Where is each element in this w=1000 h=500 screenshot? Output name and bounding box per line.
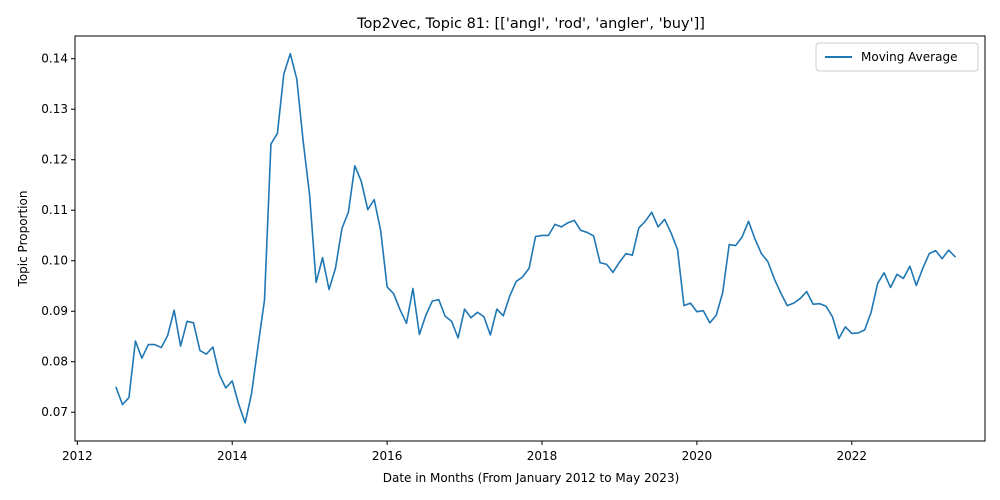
y-tick-label: 0.13: [41, 102, 68, 116]
x-tick-label: 2014: [217, 449, 248, 463]
legend: Moving Average: [815, 42, 979, 72]
y-tick-label: 0.10: [41, 254, 68, 268]
x-tick-label: 2022: [837, 449, 868, 463]
y-tick-label: 0.12: [41, 153, 68, 167]
y-tick-label: 0.08: [41, 355, 68, 369]
chart-title: Top2vec, Topic 81: [['angl', 'rod', 'ang…: [356, 16, 705, 32]
x-tick-label: 2018: [527, 449, 558, 463]
y-tick-label: 0.09: [41, 304, 68, 318]
y-axis: 0.07 0.08 0.09 0.10 0.11 0.12 0.13 0.14: [41, 52, 75, 419]
x-tick-label: 2020: [682, 449, 713, 463]
series-line-moving-average: [115, 52, 956, 424]
plot-area: [74, 35, 986, 442]
x-axis-label: Date in Months (From January 2012 to May…: [383, 471, 680, 485]
x-tick-label: 2012: [62, 449, 93, 463]
series-layer: [115, 52, 956, 424]
y-axis-label: Topic Proportion: [16, 191, 30, 288]
x-axis: 2012 2014 2016 2018 2020 2022: [62, 441, 867, 463]
y-tick-label: 0.11: [41, 203, 68, 217]
legend-label: Moving Average: [861, 50, 957, 64]
y-tick-label: 0.07: [41, 405, 68, 419]
x-tick-label: 2016: [372, 449, 403, 463]
y-tick-label: 0.14: [41, 52, 68, 66]
legend-box: [815, 42, 979, 72]
